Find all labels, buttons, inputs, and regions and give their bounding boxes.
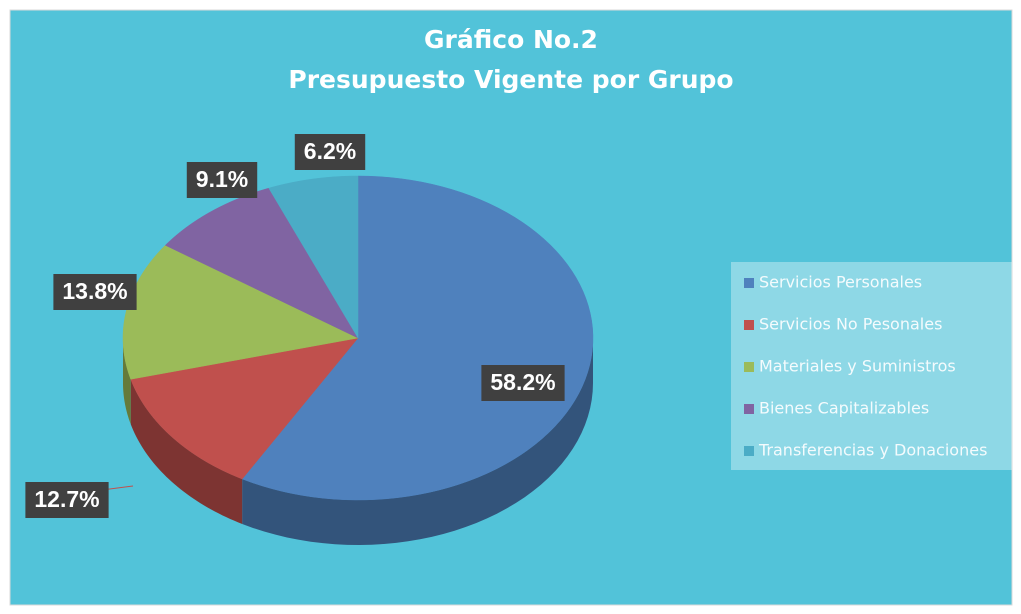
value-label-box <box>481 365 565 401</box>
value-label: 6.2% <box>304 138 356 164</box>
slice-side <box>130 379 243 524</box>
value-label-box <box>25 482 109 518</box>
legend-swatch <box>744 446 754 456</box>
chart-subtitle: Presupuesto Vigente por Grupo <box>288 65 733 94</box>
slice-side <box>242 338 593 545</box>
legend-label: Servicios Personales <box>759 273 922 292</box>
value-label: 13.8% <box>62 278 127 304</box>
chart-title: Gráfico No.2 <box>424 25 598 54</box>
value-label: 58.2% <box>490 369 555 395</box>
value-label: 12.7% <box>34 486 99 512</box>
legend-swatch <box>744 278 754 288</box>
legend-label: Materiales y Suministros <box>759 357 956 376</box>
legend-swatch <box>744 362 754 372</box>
legend-label: Servicios No Pesonales <box>759 315 942 334</box>
value-label-box <box>53 274 137 310</box>
legend-box <box>731 262 1012 470</box>
value-label: 9.1% <box>196 166 248 192</box>
legend-label: Transferencias y Donaciones <box>758 441 987 460</box>
slice <box>241 175 594 501</box>
value-label-box <box>186 162 258 198</box>
slice <box>268 175 359 339</box>
legend-swatch <box>744 320 754 330</box>
legend-swatch <box>744 404 754 414</box>
slice <box>130 337 359 480</box>
value-label-box <box>294 134 366 170</box>
legend-label: Bienes Capitalizables <box>759 399 929 418</box>
